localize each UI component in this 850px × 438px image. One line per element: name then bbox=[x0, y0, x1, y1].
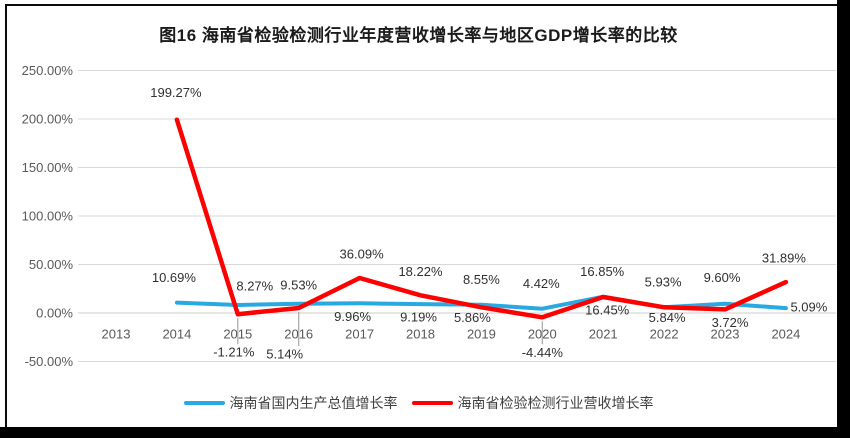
x-axis-year-label: 2018 bbox=[406, 327, 435, 342]
data-label-gdp-2016: 9.53% bbox=[280, 277, 317, 292]
data-label-industry-2016: 5.14% bbox=[266, 347, 303, 362]
data-label-gdp-2017: 9.96% bbox=[334, 309, 371, 324]
data-label-gdp-2018: 9.19% bbox=[400, 310, 437, 325]
x-axis-year-label: 2024 bbox=[771, 327, 800, 342]
data-label-industry-2022: 5.84% bbox=[649, 310, 686, 325]
legend: 海南省国内生产总值增长率 海南省检验检测行业营收增长率 bbox=[0, 393, 837, 413]
data-label-gdp-2024: 5.09% bbox=[790, 300, 827, 315]
legend-item-gdp-growth: 海南省国内生产总值增长率 bbox=[183, 393, 398, 413]
legend-label-gdp: 海南省国内生产总值增长率 bbox=[229, 395, 398, 411]
y-axis-tick-label: 50.00% bbox=[29, 257, 74, 272]
x-axis-year-label: 2014 bbox=[162, 327, 191, 342]
data-label-gdp-2021: 16.85% bbox=[580, 264, 625, 279]
data-label-industry-2024: 31.89% bbox=[762, 251, 807, 266]
x-axis-year-label: 2019 bbox=[467, 327, 496, 342]
legend-item-industry-revenue: 海南省检验检测行业营收增长率 bbox=[411, 393, 654, 413]
x-axis-year-label: 2013 bbox=[102, 327, 131, 342]
y-axis-tick-label: 200.00% bbox=[22, 112, 74, 127]
chart-canvas: 图16 海南省检验检测行业年度营收增长率与地区GDP增长率的比较 250.00%… bbox=[0, 0, 837, 427]
data-label-gdp-2014: 10.69% bbox=[152, 270, 197, 285]
x-axis-year-label: 2017 bbox=[345, 327, 374, 342]
legend-line-swatch-gdp bbox=[183, 401, 225, 405]
data-label-industry-2021: 16.45% bbox=[585, 303, 630, 318]
x-axis-year-label: 2021 bbox=[589, 327, 618, 342]
data-label-industry-2023: 3.72% bbox=[712, 315, 749, 330]
data-label-gdp-2023: 9.60% bbox=[704, 270, 741, 285]
legend-label-industry: 海南省检验检测行业营收增长率 bbox=[457, 395, 654, 411]
data-label-industry-2015: -1.21% bbox=[213, 345, 255, 360]
legend-line-swatch-industry bbox=[411, 401, 453, 405]
chart-title: 图16 海南省检验检测行业年度营收增长率与地区GDP增长率的比较 bbox=[159, 26, 678, 45]
x-axis-year-label: 2023 bbox=[711, 327, 740, 342]
y-axis-tick-label: 250.00% bbox=[22, 63, 74, 78]
y-axis-tick-label: 150.00% bbox=[22, 160, 74, 175]
data-label-gdp-2022: 5.93% bbox=[645, 275, 682, 290]
industry-revenue-line bbox=[174, 117, 789, 320]
data-label-industry-2020: -4.44% bbox=[522, 345, 564, 360]
line-chart-plot-area: 250.00% 200.00% 150.00% 100.00% 50.00% 0.00% -… bbox=[22, 63, 836, 369]
data-label-industry-2019: 5.86% bbox=[454, 310, 491, 325]
y-axis-tick-label: -50.00% bbox=[25, 354, 74, 369]
data-label-gdp-2015: 8.27% bbox=[236, 279, 273, 294]
y-axis-tick-label: 100.00% bbox=[22, 209, 74, 224]
y-axis-tick-label: 0.00% bbox=[36, 306, 73, 321]
data-label-gdp-2019: 8.55% bbox=[463, 272, 500, 287]
x-axis-year-label: 2022 bbox=[650, 327, 679, 342]
data-label-industry-2017: 36.09% bbox=[340, 247, 385, 262]
data-label-industry-2014: 199.27% bbox=[150, 85, 202, 100]
data-label-gdp-2020: 4.42% bbox=[523, 276, 560, 291]
data-label-industry-2018: 18.22% bbox=[398, 264, 443, 279]
